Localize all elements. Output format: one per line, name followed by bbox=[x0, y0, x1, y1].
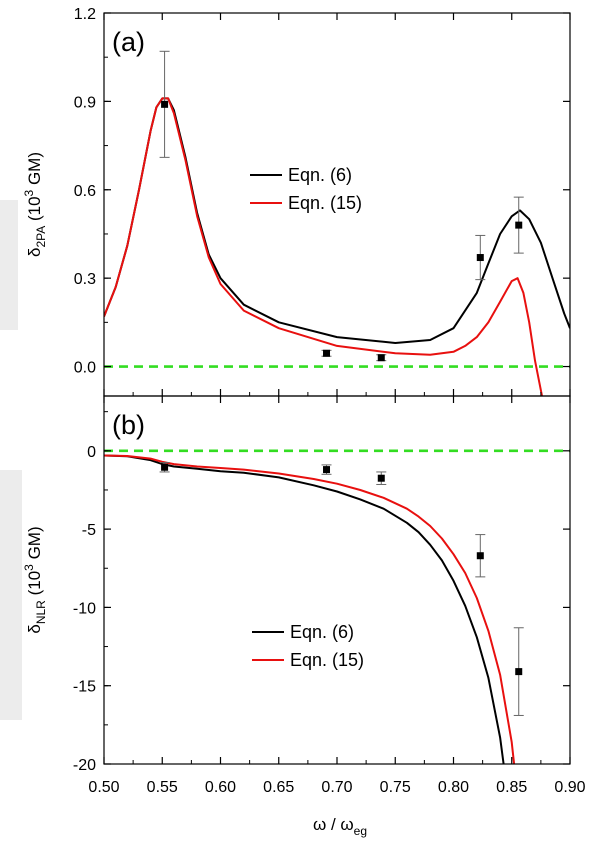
y-tick-label: 0 bbox=[87, 444, 96, 461]
x-tick-label: 0.90 bbox=[554, 779, 585, 796]
panel-label: (a) bbox=[112, 27, 145, 57]
x-axis: 0.50 0.55 0.60 0.65 0.70 0.75 0.80 0.85 0.90 ω / … bbox=[88, 779, 585, 838]
y-tick-label: -10 bbox=[73, 600, 96, 617]
series-line-eqn6 bbox=[104, 454, 505, 764]
legend-label-eqn15: Eqn. (15) bbox=[288, 193, 362, 213]
data-point-5 bbox=[515, 221, 523, 229]
data-point-3 bbox=[377, 474, 385, 482]
x-tick-label: 0.50 bbox=[88, 779, 119, 796]
x-tick-label: 0.65 bbox=[263, 779, 294, 796]
x-tick-label: 0.70 bbox=[321, 779, 352, 796]
y-tick-label: 1.2 bbox=[74, 6, 96, 23]
y-tick-label: -5 bbox=[82, 522, 96, 539]
data-point-2 bbox=[323, 466, 331, 474]
y-tick-label: 0.6 bbox=[74, 183, 96, 200]
data-point-4 bbox=[476, 552, 484, 560]
series-group bbox=[104, 454, 516, 764]
data-point-1 bbox=[161, 463, 169, 471]
y-tick-label: -15 bbox=[73, 679, 96, 696]
data-point-1 bbox=[161, 100, 169, 108]
data-point-5 bbox=[515, 668, 523, 676]
y-tick-label: 0.9 bbox=[74, 94, 96, 111]
y-axis-label: δNLR (103 GM) bbox=[22, 526, 48, 633]
watermark-shape-top bbox=[0, 200, 18, 330]
y-tick-label: 0.3 bbox=[74, 271, 96, 288]
series-line-eqn15 bbox=[104, 454, 516, 764]
series-line-eqn15 bbox=[104, 97, 543, 396]
data-point-4 bbox=[476, 254, 484, 262]
legend: Eqn. (6) Eqn. (15) bbox=[250, 165, 362, 213]
panel-a: 0.00.30.60.91.2(a)δ2PA (103 GM) Eqn. (6)E… bbox=[22, 6, 571, 397]
y-tick-label: -20 bbox=[73, 757, 96, 774]
legend: Eqn. (6) Eqn. (15) bbox=[252, 622, 364, 670]
data-point-3 bbox=[377, 354, 385, 362]
x-tick-label: 0.75 bbox=[380, 779, 411, 796]
y-axis-label: δ2PA (103 GM) bbox=[22, 152, 48, 257]
x-tick-label: 0.85 bbox=[496, 779, 527, 796]
series-group bbox=[104, 97, 570, 396]
x-tick-label: 0.60 bbox=[205, 779, 236, 796]
series-line-eqn6 bbox=[104, 97, 570, 344]
y-tick-label: 0.0 bbox=[74, 360, 96, 377]
panel-b: 0-5-10-15-20(b)δNLR (103 GM)Eqn. (6)Eqn.… bbox=[22, 395, 571, 774]
x-tick-label: 0.80 bbox=[438, 779, 469, 796]
data-point-2 bbox=[323, 349, 331, 357]
panel-label: (b) bbox=[112, 410, 145, 440]
legend-label-eqn6: Eqn. (6) bbox=[290, 622, 354, 642]
x-axis-label: ω / ωeg bbox=[313, 815, 367, 838]
legend-label-eqn15: Eqn. (15) bbox=[290, 650, 364, 670]
legend-label-eqn6: Eqn. (6) bbox=[288, 165, 352, 185]
x-tick-label: 0.55 bbox=[147, 779, 178, 796]
watermark-shape-bottom bbox=[0, 470, 22, 720]
